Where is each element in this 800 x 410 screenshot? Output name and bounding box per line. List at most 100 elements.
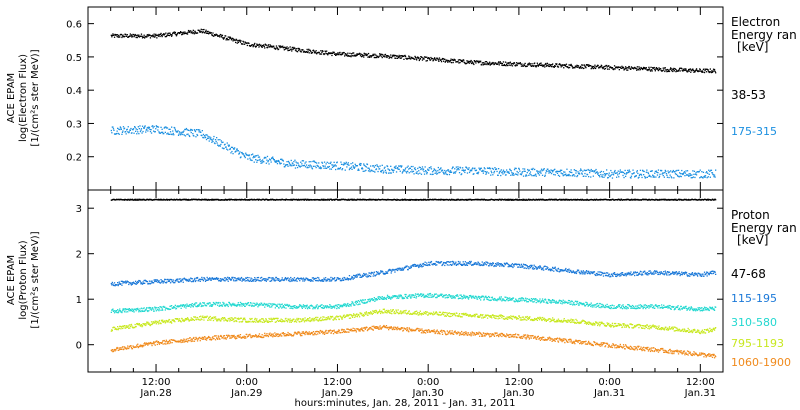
electron-data-point <box>319 53 321 55</box>
proton-data-point <box>693 272 696 274</box>
electron-data-point <box>432 59 435 61</box>
electron-data-point <box>466 60 468 62</box>
proton-data-point <box>663 274 665 276</box>
proton-data-point <box>352 198 354 200</box>
proton-data-point <box>702 273 704 275</box>
electron-data-point <box>430 166 432 168</box>
electron-data-point <box>655 67 657 69</box>
electron-data-point <box>398 168 400 170</box>
electron-data-point <box>194 31 197 33</box>
electron-data-point <box>530 174 532 176</box>
electron-legend-title-1: Electron <box>731 15 780 29</box>
proton-data-point <box>320 280 323 282</box>
electron-data-point <box>444 169 446 172</box>
electron-data-point <box>502 169 505 171</box>
electron-data-point <box>302 51 305 53</box>
electron-data-point <box>627 169 629 172</box>
electron-data-point <box>449 170 452 172</box>
electron-data-point <box>635 175 637 177</box>
electron-data-point <box>537 172 539 174</box>
electron-data-point <box>339 167 342 169</box>
proton-data-point <box>301 278 303 280</box>
electron-data-point <box>434 57 436 59</box>
electron-data-point <box>379 54 381 57</box>
electron-data-point <box>167 133 170 135</box>
proton-data-point <box>183 277 185 279</box>
electron-data-point <box>713 174 716 176</box>
electron-data-point <box>304 162 306 164</box>
proton-data-point <box>235 304 237 306</box>
electron-data-point <box>153 125 155 128</box>
proton-data-point <box>465 263 467 265</box>
proton-data-point <box>538 198 540 200</box>
electron-data-point <box>481 64 483 66</box>
proton-data-point <box>117 309 119 311</box>
proton-data-point <box>362 274 364 276</box>
electron-data-point <box>323 167 325 169</box>
proton-data-point <box>485 261 487 263</box>
electron-data-point <box>157 34 159 36</box>
electron-data-point <box>681 169 683 172</box>
electron-data-point <box>282 160 284 162</box>
electron-data-point <box>295 48 298 50</box>
proton-data-point <box>510 264 512 266</box>
proton-data-point <box>660 272 662 274</box>
electron-data-point <box>216 142 218 144</box>
electron-data-point <box>354 166 356 168</box>
electron-data-point <box>232 38 235 40</box>
proton-data-point <box>542 267 544 269</box>
proton-data-point <box>167 280 170 282</box>
proton-data-point <box>238 279 240 281</box>
proton-data-point <box>121 311 123 314</box>
electron-data-point <box>330 168 333 170</box>
electron-data-point <box>522 175 525 177</box>
proton-data-point <box>414 264 417 266</box>
proton-data-point <box>119 308 121 310</box>
proton-data-point <box>421 266 423 268</box>
proton-data-point <box>168 308 171 310</box>
electron-data-point <box>191 129 193 131</box>
proton-data-point <box>341 277 344 279</box>
electron-data-point <box>225 35 227 37</box>
electron-data-point <box>540 62 542 64</box>
proton-data-point <box>470 261 472 264</box>
electron-data-point <box>467 62 470 64</box>
electron-data-point <box>448 60 451 62</box>
electron-data-point <box>380 171 382 173</box>
electron-data-point <box>506 169 508 171</box>
electron-data-point <box>583 175 585 177</box>
electron-data-point <box>516 62 518 64</box>
electron-data-point <box>453 59 455 62</box>
electron-data-point <box>529 171 532 173</box>
electron-data-point <box>264 43 266 45</box>
proton-data-point <box>561 269 563 271</box>
electron-data-point <box>546 170 548 173</box>
electron-data-point <box>238 152 240 154</box>
electron-data-point <box>710 169 713 171</box>
electron-data-point <box>636 171 638 173</box>
electron-data-point <box>695 172 697 174</box>
proton-series-47-68 <box>110 198 717 201</box>
electron-data-point <box>423 173 426 175</box>
electron-data-point <box>247 158 249 160</box>
electron-data-point <box>302 165 304 167</box>
electron-data-point <box>209 138 211 140</box>
electron-data-point <box>507 62 509 65</box>
electron-data-point <box>458 62 460 64</box>
proton-data-point <box>284 277 287 279</box>
proton-data-point <box>193 278 196 280</box>
electron-data-point <box>713 68 716 71</box>
electron-data-point <box>208 140 210 142</box>
electron-data-point <box>334 53 336 55</box>
proton-data-point <box>428 263 430 265</box>
electron-data-point <box>145 35 147 37</box>
proton-data-point <box>634 274 636 277</box>
electron-data-point <box>231 37 234 39</box>
electron-data-point <box>658 67 660 69</box>
electron-data-point <box>593 67 596 69</box>
electron-data-point <box>320 50 322 52</box>
electron-legend-series-38-53: 38-53 <box>731 88 766 102</box>
electron-data-point <box>172 132 174 135</box>
proton-data-point <box>584 273 586 275</box>
proton-data-point <box>706 275 708 277</box>
